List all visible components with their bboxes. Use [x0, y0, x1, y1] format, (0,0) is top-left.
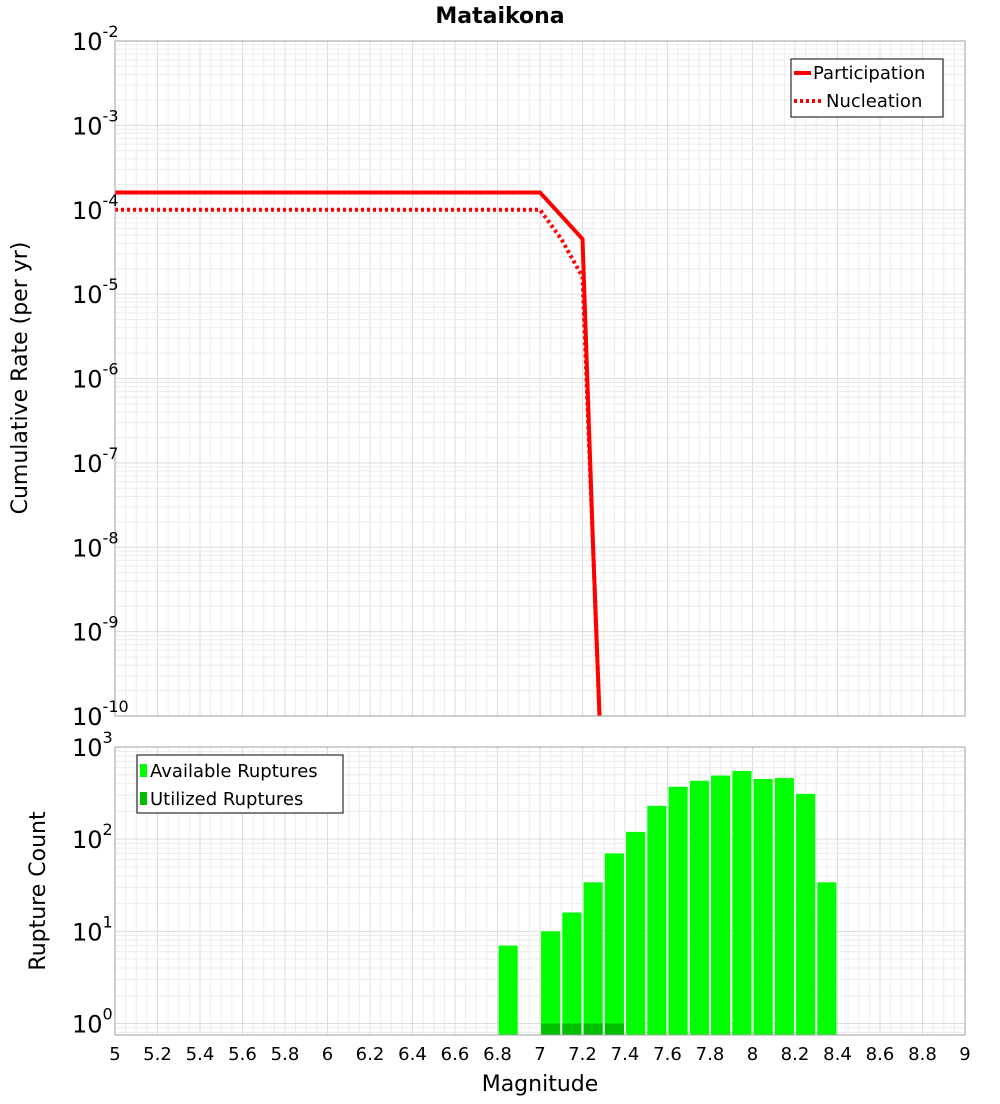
x-tick-label: 5.6: [228, 1044, 257, 1065]
utilized-rupture-bar: [583, 1023, 603, 1035]
x-tick-label: 7.4: [611, 1044, 640, 1065]
available-rupture-bar: [626, 831, 646, 1035]
x-tick-label: 6.2: [356, 1044, 385, 1065]
rupture-y-axis-label: Rupture Count: [26, 811, 51, 971]
x-tick-label: 5.8: [271, 1044, 300, 1065]
x-tick-label: 8.4: [823, 1044, 852, 1065]
rupture-y-tick-label: 102: [72, 820, 113, 854]
x-tick-label: 8.2: [781, 1044, 810, 1065]
nucleation-legend-label: Nucleation: [826, 91, 922, 112]
utilized-rupture-bar: [541, 1023, 561, 1035]
nucleation-line: [115, 207, 602, 716]
x-tick-label: 7.8: [696, 1044, 725, 1065]
rate-plot-frame: [114, 40, 966, 717]
x-tick-label: 6: [322, 1044, 333, 1065]
available-rupture-bar: [498, 945, 518, 1035]
rate-legend-box: [790, 58, 944, 118]
rupture-bars: [498, 770, 837, 1035]
rate-panel: 10-2 10-3 10-4 10-5 10-6 10-7 10-8 10-9 10-10 Cu…: [8, 22, 966, 731]
x-tick-label: 5.2: [143, 1044, 172, 1065]
available-rupture-bar: [817, 882, 837, 1035]
x-tick-label: 5.4: [186, 1044, 215, 1065]
rupture-y-tick-label: 103: [72, 728, 113, 762]
rupture-panel: 103 102 101 100 5 5.2 5.4 5.6 5.8 6 6.2 6.4 6.6 6.8 7…: [26, 728, 971, 1097]
available-rupture-bar: [583, 882, 603, 1035]
x-tick-label: 8.6: [866, 1044, 895, 1065]
x-tick-label: 8.8: [908, 1044, 937, 1065]
utilized-legend-label: Utilized Ruptures: [150, 789, 303, 810]
available-rupture-bar: [711, 775, 731, 1035]
available-rupture-bar: [647, 805, 667, 1035]
rupture-legend-box: [136, 754, 344, 814]
x-tick-label: 7.2: [568, 1044, 597, 1065]
rate-y-ticks: 10-2 10-3 10-4 10-5 10-6 10-7 10-8 10-9 10-10: [72, 22, 129, 731]
available-rupture-bar: [774, 778, 794, 1035]
available-rupture-bar: [541, 931, 561, 1035]
x-tick-label: 6.4: [398, 1044, 427, 1065]
rate-y-axis-label: Cumulative Rate (per yr): [8, 242, 33, 515]
rate-y-tick-label: 10-9: [72, 613, 119, 647]
rate-y-tick-label: 10-2: [72, 22, 119, 56]
rate-grid: [114, 40, 966, 717]
rupture-y-tick-label: 100: [72, 1004, 113, 1038]
participation-line: [115, 190, 602, 716]
rate-y-tick-label: 10-10: [72, 697, 129, 731]
rate-y-tick-label: 10-4: [72, 191, 119, 225]
x-tick-label: 8: [747, 1044, 758, 1065]
x-tick-label: 5: [109, 1044, 120, 1065]
rupture-y-ticks: 103 102 101 100: [72, 728, 113, 1038]
utilized-rupture-bar: [604, 1023, 624, 1035]
rate-y-tick-label: 10-3: [72, 106, 119, 140]
x-tick-label: 6.8: [483, 1044, 512, 1065]
available-rupture-bar: [604, 853, 624, 1035]
rupture-plot-frame: [114, 746, 966, 1036]
rate-y-tick-label: 10-6: [72, 360, 119, 394]
rupture-legend: Available Ruptures Utilized Ruptures: [136, 754, 344, 814]
available-rupture-bar: [562, 912, 582, 1035]
rate-legend: Participation Nucleation: [790, 58, 944, 118]
x-tick-label: 7: [534, 1044, 545, 1065]
available-rupture-bar: [668, 786, 688, 1035]
available-legend-label: Available Ruptures: [150, 761, 318, 782]
utilized-rupture-bar: [562, 1023, 582, 1035]
participation-legend-label: Participation: [813, 63, 925, 84]
available-rupture-bar: [732, 770, 752, 1035]
utilized-legend-swatch: [140, 792, 147, 805]
rupture-y-tick-label: 101: [72, 912, 113, 946]
rate-y-tick-label: 10-8: [72, 528, 119, 562]
rate-y-tick-label: 10-7: [72, 444, 119, 478]
x-tick-label: 9: [959, 1044, 970, 1065]
available-rupture-bar: [689, 780, 709, 1035]
rupture-x-ticks: 5 5.2 5.4 5.6 5.8 6 6.2 6.4 6.6 6.8 7 7.2 7.4 7.6 7.8 8…: [109, 1044, 970, 1065]
x-tick-label: 7.6: [653, 1044, 682, 1065]
available-legend-swatch: [140, 764, 147, 777]
available-rupture-bar: [796, 793, 816, 1035]
rate-series: [115, 190, 602, 716]
x-tick-label: 6.6: [441, 1044, 470, 1065]
magnitude-x-axis-label: Magnitude: [482, 1072, 599, 1097]
available-rupture-bar: [753, 778, 773, 1035]
rate-y-tick-label: 10-5: [72, 275, 119, 309]
chart-title: Mataikona: [435, 4, 564, 29]
